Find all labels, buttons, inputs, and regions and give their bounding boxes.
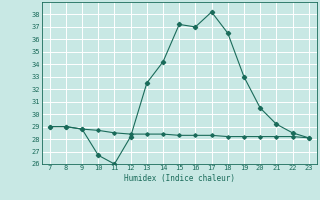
X-axis label: Humidex (Indice chaleur): Humidex (Indice chaleur)	[124, 174, 235, 183]
